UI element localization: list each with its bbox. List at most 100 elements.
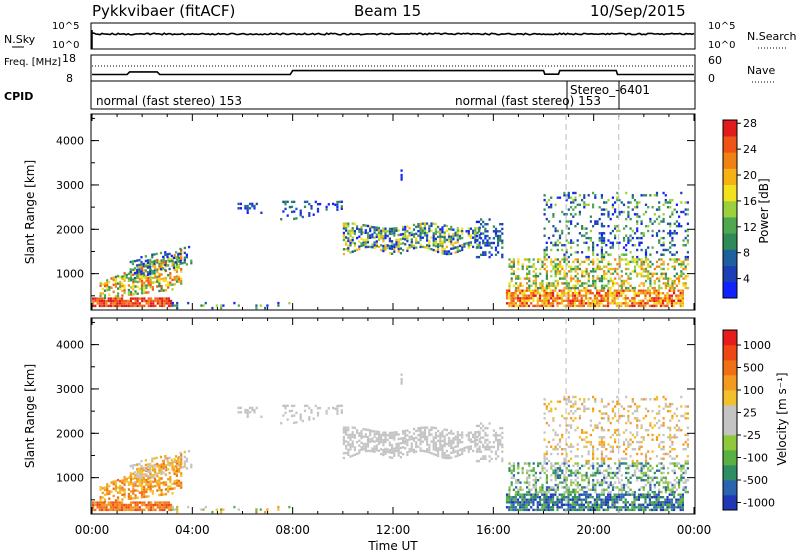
velocity-cell (675, 424, 678, 427)
power-cell (640, 304, 643, 308)
power-cell (391, 230, 394, 233)
velocity-cell (671, 402, 674, 406)
power-cell (664, 284, 667, 287)
velocity-cell (96, 503, 99, 507)
power-cell (554, 241, 557, 244)
power-cell (614, 210, 617, 214)
power-cell (653, 272, 656, 275)
power-cell (642, 213, 645, 216)
velocity-cell (620, 474, 623, 477)
power-cell (353, 244, 356, 248)
power-cell (658, 284, 661, 287)
velocity-cell (175, 484, 178, 487)
velocity-cell (325, 409, 328, 413)
power-cell (112, 297, 115, 300)
velocity-cell (611, 407, 614, 410)
velocity-cell (237, 508, 240, 511)
velocity-cell (149, 469, 152, 473)
velocity-cell (567, 431, 570, 434)
power-cell (136, 264, 139, 267)
velocity-cell (288, 505, 291, 509)
power-cell (167, 286, 170, 289)
power-cell (123, 289, 126, 292)
velocity-cell (684, 459, 687, 463)
power-cell (596, 277, 599, 280)
power-cell (658, 277, 661, 280)
power-cell (119, 280, 122, 284)
power-cell (605, 208, 608, 211)
power-cell (432, 248, 435, 252)
power-cell (434, 230, 437, 233)
power-cell (290, 205, 294, 209)
velocity-cell (657, 506, 660, 509)
velocity-cell (561, 486, 564, 489)
velocity-cell (366, 440, 370, 443)
power-cell (600, 253, 603, 256)
power-cell (136, 273, 139, 277)
velocity-cell (596, 448, 599, 451)
power-cell (362, 224, 365, 227)
velocity-cell (121, 481, 124, 485)
power-cell (510, 260, 513, 264)
power-cell (647, 229, 650, 233)
velocity-cell (578, 496, 581, 499)
power-cell (180, 256, 183, 259)
velocity-cell (567, 490, 570, 494)
power-cell (585, 302, 588, 305)
velocity-cell (554, 490, 557, 494)
velocity-cell (554, 476, 557, 479)
velocity-cell (660, 424, 663, 427)
power-cell (388, 232, 391, 235)
power-cell (554, 263, 557, 266)
velocity-cell (391, 456, 394, 459)
velocity-cell (651, 426, 654, 429)
velocity-cell (547, 503, 550, 506)
power-cell (437, 248, 440, 251)
power-cell (673, 275, 676, 278)
power-cell (107, 297, 110, 300)
power-cell (570, 286, 573, 290)
velocity-cell (662, 452, 665, 456)
velocity-cell (176, 510, 179, 514)
velocity-cell (587, 488, 590, 491)
power-cell (345, 222, 348, 225)
power-cell (112, 276, 115, 279)
power-cell (127, 302, 130, 305)
power-cell (160, 261, 163, 264)
power-cell (211, 306, 214, 310)
velocity-cell (103, 506, 106, 509)
velocity-cell (605, 481, 608, 484)
power-cell (607, 289, 610, 292)
velocity-cell (633, 508, 636, 512)
velocity-cell (662, 421, 665, 425)
power-cell (171, 278, 174, 282)
power-cell (284, 200, 287, 203)
power-cell (616, 263, 619, 266)
power-cell (497, 234, 500, 238)
velocity-cell (342, 442, 345, 446)
power-cell (649, 277, 652, 280)
power-cell (560, 289, 563, 292)
power-cell (286, 200, 289, 203)
velocity-cell (452, 432, 455, 435)
velocity-cell (547, 459, 551, 463)
velocity-cell (642, 467, 645, 470)
power-cell (127, 272, 130, 275)
power-cell (596, 220, 599, 223)
velocity-cell (356, 429, 359, 432)
power-cell (467, 227, 470, 230)
velocity-cell (633, 410, 637, 413)
power-cell (508, 292, 511, 295)
velocity-cell (469, 431, 472, 434)
power-cell (345, 229, 348, 232)
velocity-cell (585, 501, 588, 504)
velocity-cell (147, 501, 150, 504)
power-cell (134, 290, 137, 293)
power-cell (360, 230, 363, 233)
velocity-cell (141, 501, 144, 504)
power-cell (585, 294, 588, 297)
velocity-cell (648, 498, 651, 501)
power-cell (559, 260, 562, 264)
power-cell (680, 265, 683, 268)
